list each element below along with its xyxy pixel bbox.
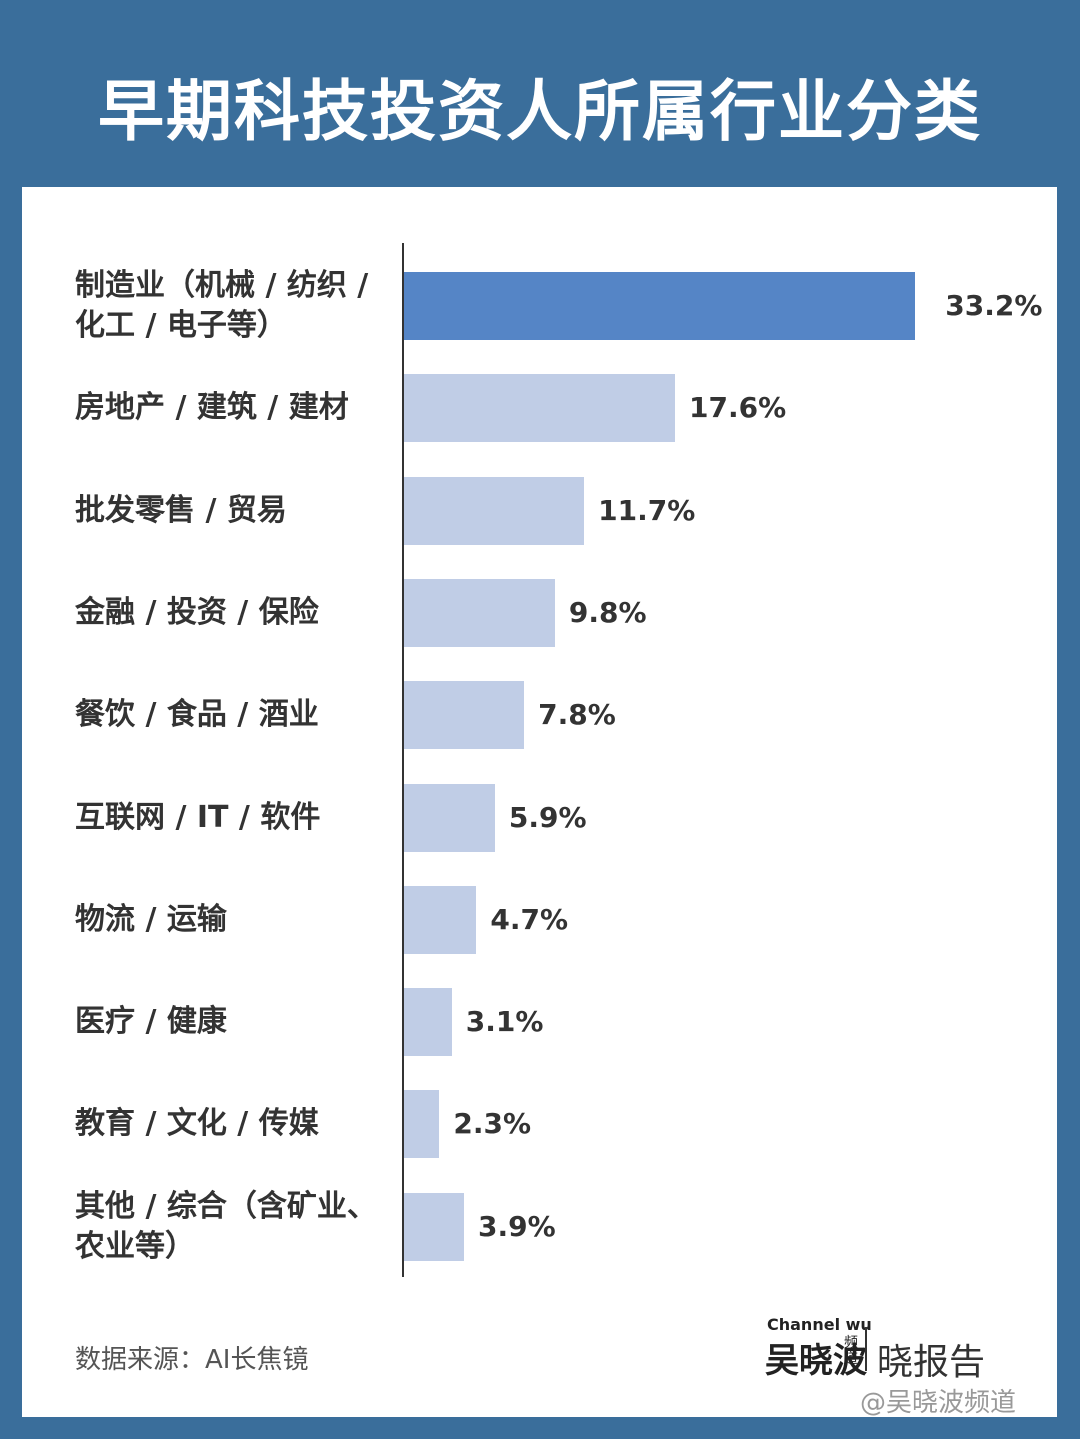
value-label: 9.8% [568, 595, 647, 629]
category-label: 房地产 / 建筑 / 建材 [75, 390, 349, 426]
value-label: 11.7% [598, 493, 696, 527]
bar [404, 988, 452, 1057]
value-label: 2.3% [453, 1107, 532, 1141]
chart-title: 早期科技投资人所属行业分类 [98, 73, 982, 150]
value-label: 4.7% [490, 902, 569, 936]
value-label: 3.9% [478, 1209, 556, 1243]
value-label: 7.8% [538, 698, 616, 732]
source: 数据来源：AI长焦镜 [75, 1345, 309, 1375]
category-label: 医疗 / 健康 [75, 1004, 227, 1040]
category-label: 批发零售 / 贸易 [75, 492, 287, 528]
bar [404, 1090, 440, 1159]
bar [404, 272, 916, 340]
watermark: @吴晓波频道 [860, 1388, 1017, 1418]
value-label: 3.1% [465, 1005, 544, 1039]
bar [404, 681, 525, 750]
bar [404, 476, 585, 545]
value-label: 33.2% [945, 289, 1043, 322]
logo-name: 吴晓波 [765, 1341, 867, 1381]
logo-channel: Channel wu [767, 1315, 872, 1334]
category-label: 教育 / 文化 / 传媒 [75, 1106, 319, 1142]
value-label: 17.6% [689, 391, 787, 425]
bar [404, 783, 495, 852]
category-label: 其他 / 综合（含矿业、农业等） [75, 1188, 377, 1264]
category-label: 餐饮 / 食品 / 酒业 [75, 697, 319, 733]
category-label: 互联网 / IT / 软件 [75, 799, 321, 835]
value-label: 5.9% [508, 800, 587, 834]
logo-divider [865, 1327, 867, 1371]
category-label: 物流 / 运输 [75, 901, 227, 937]
bar [404, 885, 477, 954]
bar [404, 578, 555, 647]
category-label: 金融 / 投资 / 保险 [75, 594, 319, 630]
logo-report: 晓报告 [877, 1342, 986, 1383]
category-label: 制造业（机械 / 纺织 / 化工 / 电子等） [75, 268, 369, 343]
bar [404, 374, 676, 443]
panel: 数据来源：AI长焦镜 Channel wu 吴晓波 频道 晓报告 @吴晓波频道 … [22, 187, 1057, 1418]
axis-line [402, 243, 404, 1277]
logo-name-small: 频道 [844, 1335, 858, 1367]
bar [404, 1192, 465, 1261]
